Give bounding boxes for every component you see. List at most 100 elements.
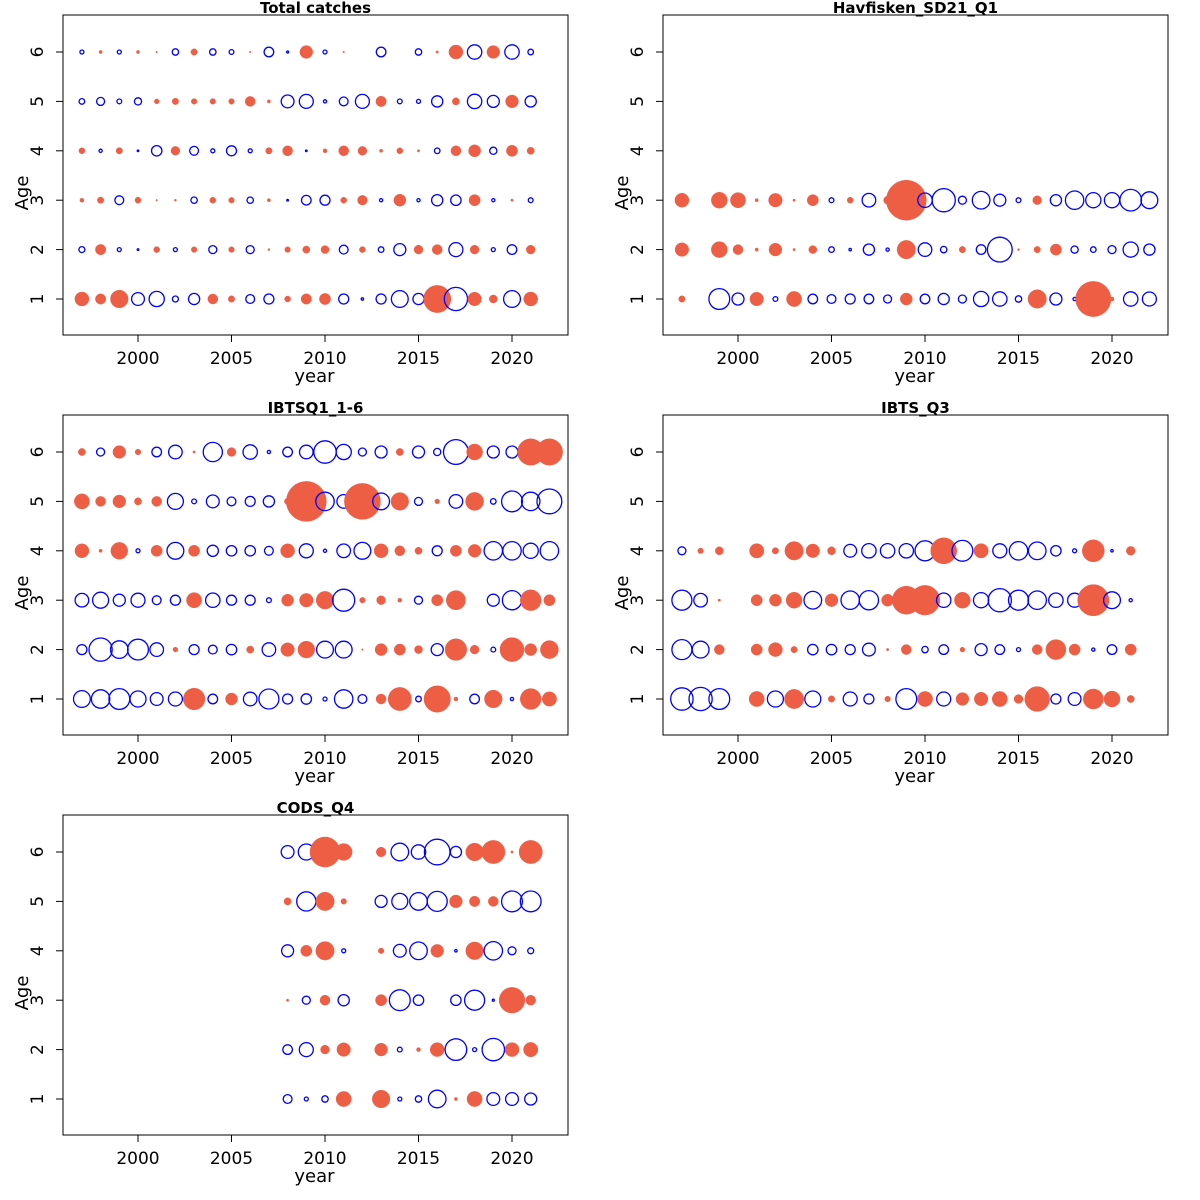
positive-residual-bubble [917,691,933,707]
positive-residual-bubble [225,692,238,706]
negative-residual-bubble [426,890,448,913]
negative-residual-bubble [167,691,184,707]
negative-residual-bubble [109,640,129,660]
positive-residual-bubble [448,44,464,60]
negative-residual-bubble [91,591,110,609]
x-tick-label: 2000 [716,749,759,769]
negative-residual-bubble [172,246,179,253]
negative-residual-bubble [1014,295,1023,303]
positive-residual-bubble [768,242,783,257]
negative-residual-bubble [828,246,835,254]
positive-residual-bubble [955,692,970,706]
negative-residual-bubble [225,643,238,656]
positive-residual-bubble [207,293,219,305]
negative-residual-bubble [450,194,462,207]
y-axis-label: Age [12,976,33,1011]
negative-residual-bubble [861,542,877,559]
positive-residual-bubble [322,148,328,154]
positive-residual-bubble [188,544,200,557]
negative-residual-bubble [491,998,495,1002]
positive-residual-bubble [209,196,217,204]
panel-3: IBTS_Q3 2000 2005 2010 2015 2020 year 1 2 3 4 5 6 Age [612,399,1169,787]
positive-residual-bubble [526,146,535,155]
positive-residual-bubble [302,245,311,254]
positive-residual-bubble [155,199,158,202]
x-tick-label: 2005 [210,349,253,369]
positive-residual-bubble [959,646,966,653]
positive-residual-bubble [249,50,252,54]
negative-residual-bubble [1071,548,1078,554]
negative-residual-bubble [450,994,462,1007]
positive-residual-bubble [1126,546,1136,556]
negative-residual-bubble [879,542,896,559]
negative-residual-bubble [372,492,391,511]
negative-residual-bubble [974,642,988,657]
negative-residual-bubble [987,587,1013,613]
negative-residual-bubble [504,44,520,60]
negative-residual-bubble [108,687,131,711]
negative-residual-bubble [133,97,143,106]
negative-residual-bubble [98,148,103,154]
negative-residual-bubble [391,892,409,911]
negative-residual-bubble [432,447,442,457]
negative-residual-bubble [1015,646,1022,653]
positive-residual-bubble [376,846,387,858]
positive-residual-bubble [771,547,779,555]
negative-residual-bubble [412,994,425,1007]
positive-residual-bubble [881,593,894,607]
positive-residual-bubble [299,593,314,608]
positive-residual-bubble [151,496,162,507]
negative-residual-bubble [413,496,424,507]
y-tick-label: 4 [28,945,48,956]
negative-residual-bubble [136,149,140,153]
positive-residual-bubble [468,144,481,158]
negative-residual-bubble [919,293,931,305]
negative-residual-bubble [992,543,1008,559]
y-tick-label: 3 [628,595,648,606]
negative-residual-bubble [414,1095,423,1103]
y-tick-label: 6 [628,47,648,58]
negative-residual-bubble [1008,540,1029,561]
y-tick-label: 1 [628,694,648,705]
positive-residual-bubble [342,50,345,54]
negative-residual-bubble [242,444,259,460]
negative-residual-bubble [708,687,731,711]
negative-residual-bubble [300,693,313,705]
negative-residual-bubble [937,292,950,306]
y-axis-label: Age [12,576,33,611]
panel-title: Havfisken_SD21_Q1 [833,0,998,17]
positive-residual-bubble [486,45,500,59]
negative-residual-bubble [861,642,876,657]
positive-residual-bubble [429,1042,445,1057]
negative-residual-bubble [921,645,929,654]
positive-residual-bubble [481,840,506,864]
positive-residual-bubble [488,896,499,907]
negative-residual-bubble [187,292,201,306]
negative-residual-bubble [863,693,875,705]
positive-residual-bubble [1045,639,1067,660]
positive-residual-bubble [909,585,941,616]
positive-residual-bubble [136,50,140,54]
negative-residual-bubble [148,290,165,308]
positive-residual-bubble [379,148,383,153]
negative-residual-bubble [826,293,837,305]
positive-residual-bubble [344,483,381,520]
negative-residual-bubble [489,146,498,156]
negative-residual-bubble [766,690,785,708]
negative-residual-bubble [411,445,426,459]
negative-residual-bubble [208,48,217,56]
negative-residual-bubble [862,243,876,256]
negative-residual-bubble [957,195,968,205]
negative-residual-bubble [171,48,180,56]
negative-residual-bubble [114,195,125,206]
positive-residual-bubble [267,248,271,251]
negative-residual-bubble [338,293,350,305]
positive-residual-bubble [768,642,783,657]
positive-residual-bubble [1126,695,1135,703]
positive-residual-bubble [150,544,163,557]
negative-residual-bubble [263,46,275,58]
positive-residual-bubble [805,543,820,558]
negative-residual-bubble [803,590,823,610]
positive-residual-bubble [393,643,406,656]
positive-residual-bubble [790,646,798,654]
